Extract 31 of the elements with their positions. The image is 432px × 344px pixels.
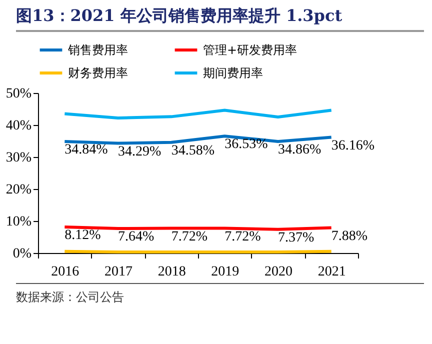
y-tick-label: 0% <box>12 246 32 262</box>
data-label: 34.84% <box>64 142 108 158</box>
legend-label: 期间费用率 <box>203 66 263 80</box>
x-tick-label: 2017 <box>104 264 132 280</box>
data-label: 7.88% <box>331 228 368 244</box>
x-tick-label: 2019 <box>211 264 240 280</box>
x-tick-label: 2018 <box>158 264 186 280</box>
data-label: 34.86% <box>278 142 322 158</box>
data-label: 36.53% <box>224 137 268 152</box>
source-note: 数据来源：公司公告 <box>16 283 424 306</box>
data-label: 7.72% <box>224 229 262 244</box>
data-label: 7.64% <box>118 230 154 245</box>
data-label: 34.58% <box>171 143 215 158</box>
y-tick-label: 40% <box>6 118 32 134</box>
data-label: 8.12% <box>64 228 102 244</box>
y-tick-label: 50% <box>6 86 32 102</box>
legend-label: 财务费用率 <box>68 66 128 80</box>
legend-label: 销售费用率 <box>67 43 128 57</box>
y-tick-label: 10% <box>6 214 32 230</box>
x-tick-label: 2016 <box>51 264 80 280</box>
x-tick-label: 2020 <box>264 264 292 280</box>
data-label: 36.16% <box>331 138 375 154</box>
chart-title: 图13：2021 年公司销售费用率提升 1.3pct <box>16 6 424 32</box>
x-tick-label: 2021 <box>318 264 346 280</box>
data-label: 7.72% <box>171 229 208 244</box>
y-tick-label: 20% <box>6 182 32 198</box>
line-series <box>63 108 333 120</box>
data-label: 7.37% <box>278 230 314 246</box>
data-label: 34.29% <box>118 144 162 160</box>
legend-label: 管理+研发费用率 <box>203 43 298 57</box>
y-tick-label: 30% <box>6 150 32 166</box>
